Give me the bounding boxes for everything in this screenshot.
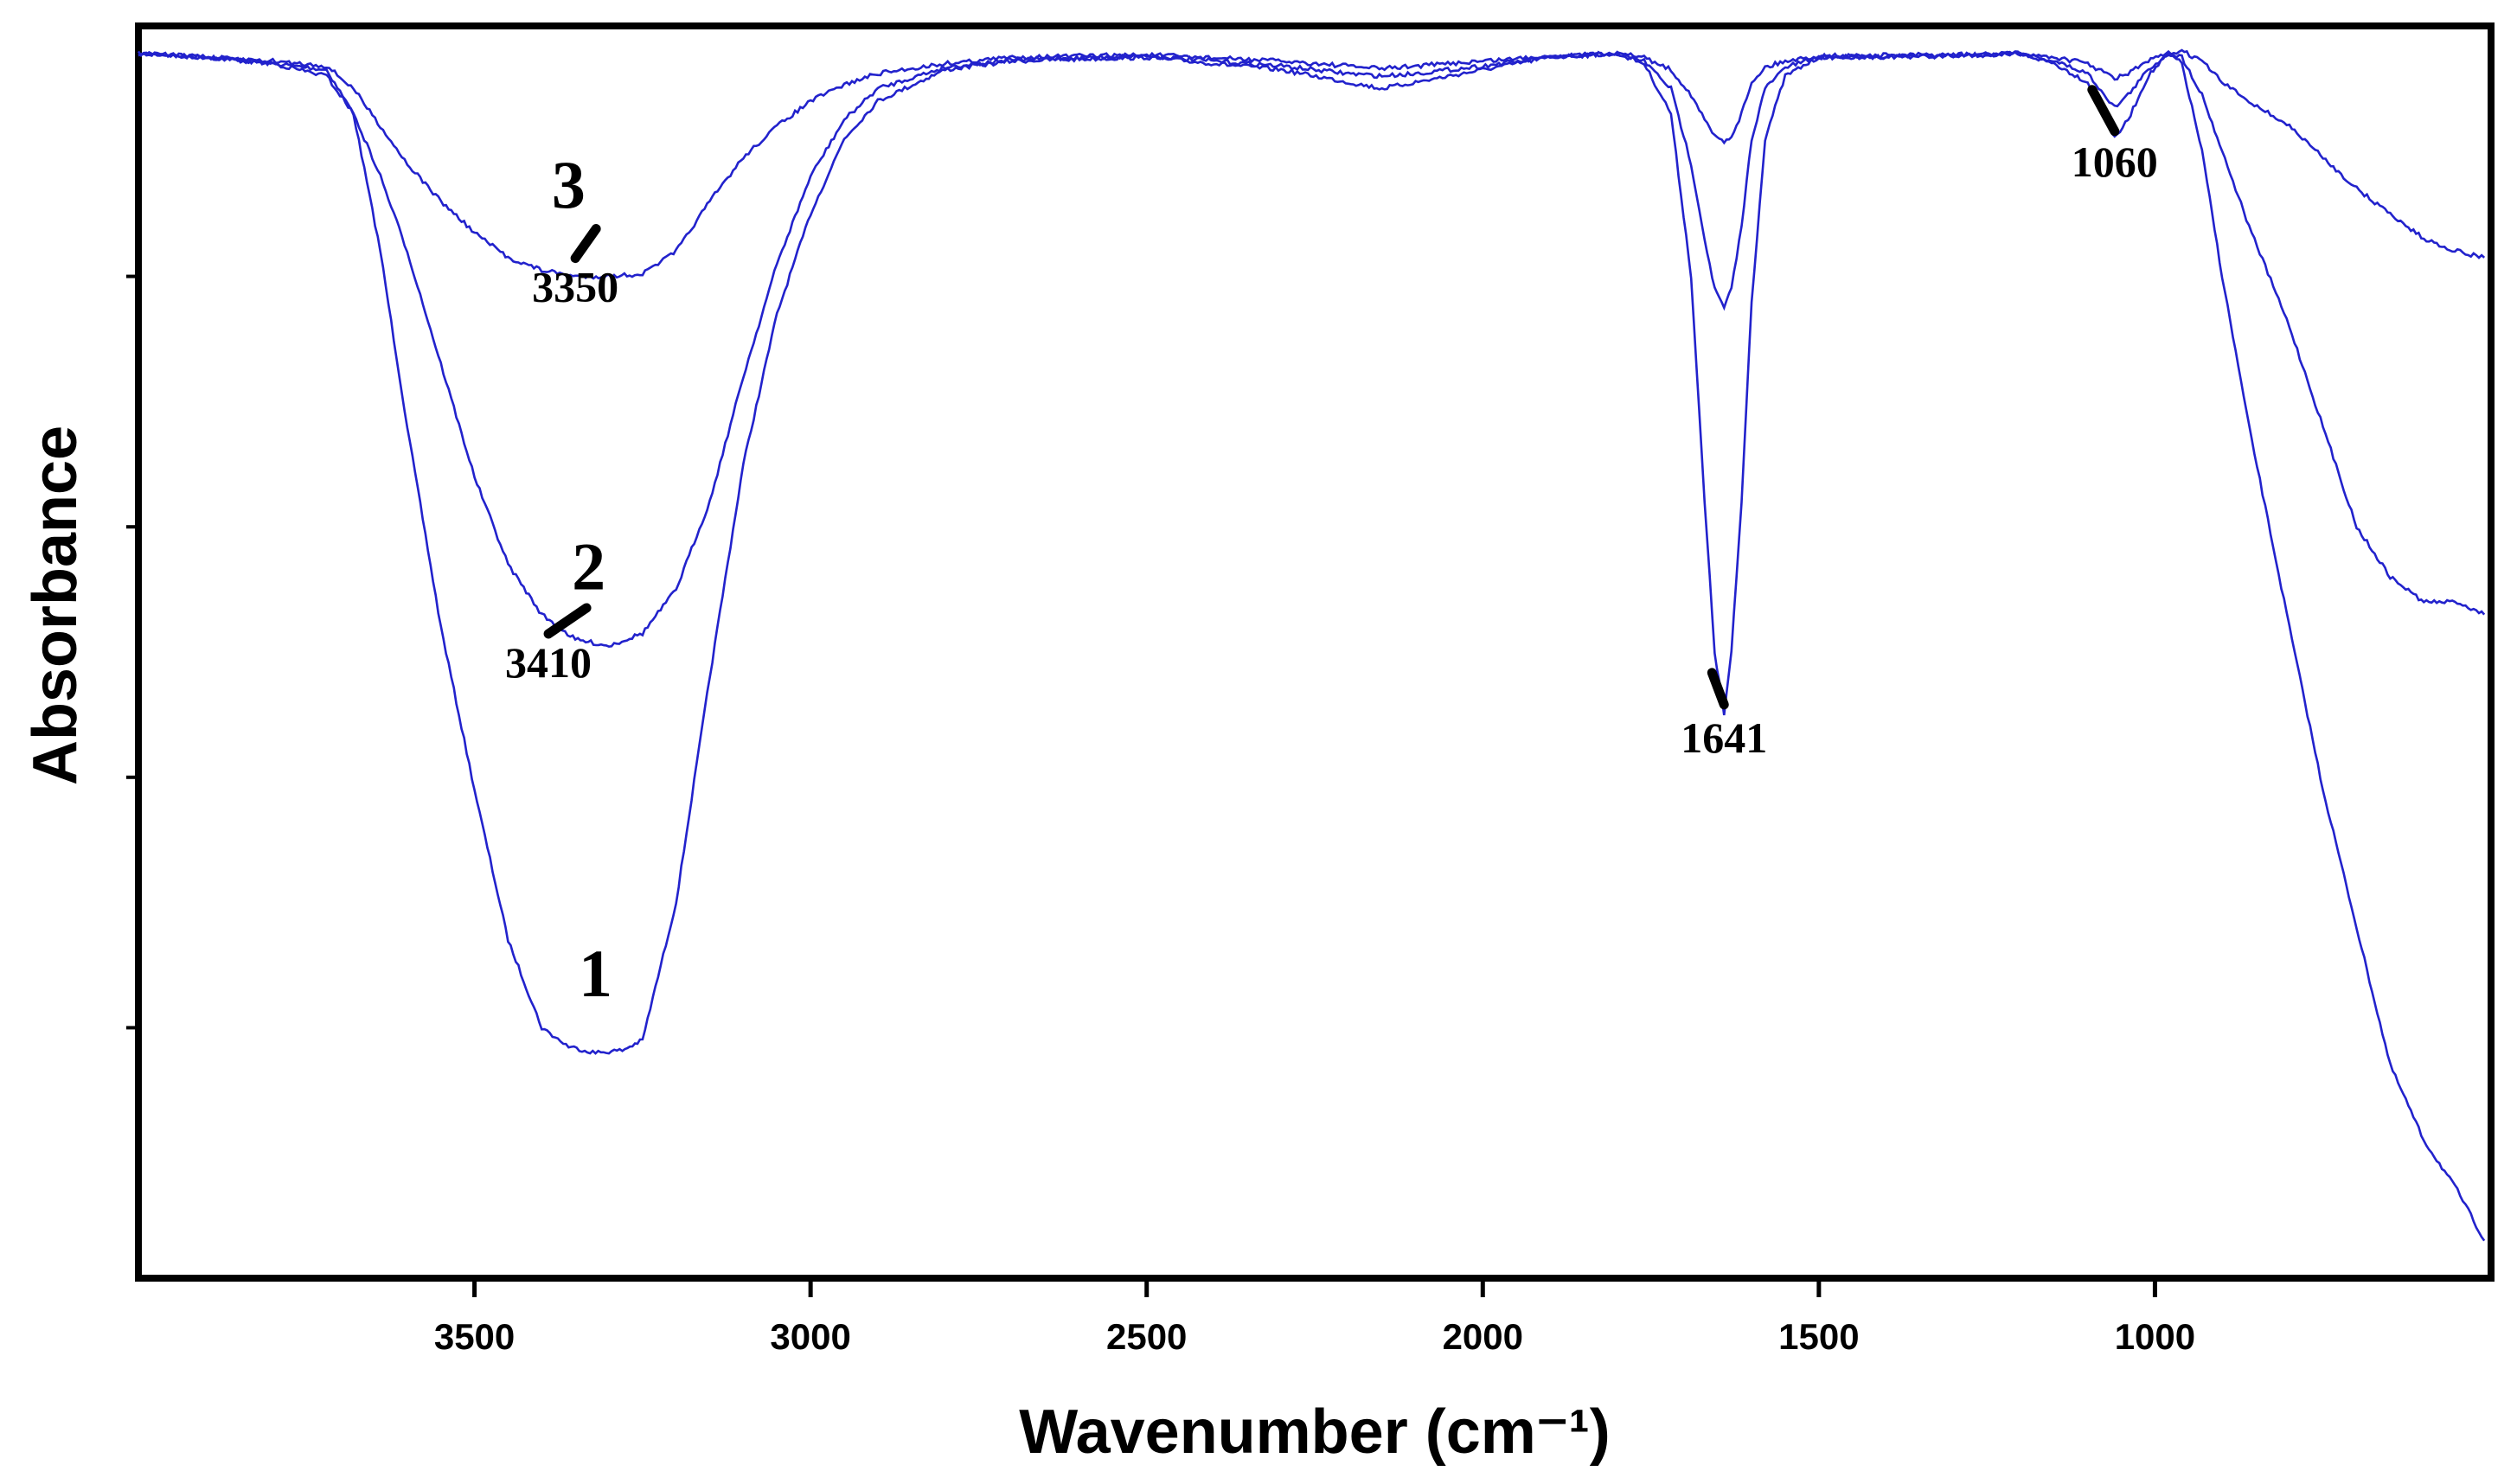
peak-label-1060: 1060	[2072, 138, 2158, 186]
peak-label-3410: 3410	[505, 638, 592, 687]
y-axis-ticks	[126, 274, 138, 1030]
x-tick-label: 3500	[434, 1316, 515, 1357]
series-line-2	[138, 50, 2486, 649]
series-line-3	[138, 48, 2486, 280]
annotation-layer: 1 2 3 3350 3410 1641 1060	[505, 85, 2158, 1011]
x-tick-label: 2000	[1443, 1316, 1523, 1357]
x-tick-label: 3000	[770, 1316, 850, 1357]
peak-label-3350: 3350	[532, 263, 618, 311]
peak-label-1641: 1641	[1681, 713, 1767, 762]
curve-label-1: 1	[579, 936, 612, 1011]
curve-label-2: 2	[572, 529, 605, 604]
x-tick-label: 1000	[2115, 1316, 2195, 1357]
curve-label-3: 3	[552, 147, 586, 222]
peak-marker-1641	[1707, 668, 1729, 710]
plot-frame	[135, 22, 2495, 1282]
peak-marker-3410	[543, 603, 592, 639]
peak-marker-3350	[570, 224, 601, 264]
x-axis-title: Wavenumber (cm⁻¹)	[1019, 1398, 1610, 1467]
x-tick-label: 2500	[1106, 1316, 1187, 1357]
peak-marker-1060	[2087, 85, 2120, 137]
y-axis-title: Absorbance	[21, 425, 90, 785]
x-tick-label: 1500	[1778, 1316, 1859, 1357]
x-axis-ticks: 3500 3000 2500 2000 1500 1000	[434, 1278, 2195, 1357]
